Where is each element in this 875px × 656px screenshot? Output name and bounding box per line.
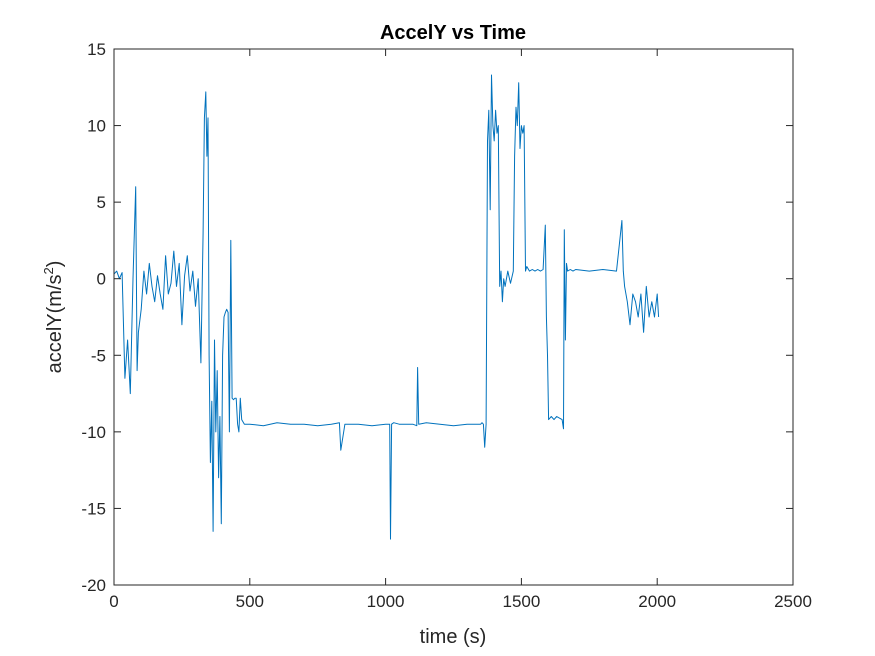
series-layer [113,74,660,540]
plot-area [114,49,793,585]
series-line [113,74,660,540]
x-tick-label: 0 [109,592,118,611]
x-tick-label: 1500 [502,592,540,611]
y-tick-label: -15 [81,499,106,518]
y-tick-label: 5 [97,193,106,212]
y-tick-label: 15 [87,40,106,59]
x-axis-label: time (s) [420,626,487,648]
y-tick-label: 0 [97,270,106,289]
y-axis-label-close: ) [44,261,66,268]
tick-layer: 0 500 1000 1500 2000 2500 -20 -15 -10 -5 0 5 10 15 [81,40,811,611]
x-tick-label: 2500 [774,592,812,611]
y-axis-label: accelY(m/s2) [41,261,66,374]
axes-box [113,48,794,586]
y-axis-label-main: accelY(m/s [44,275,66,374]
y-tick-label: -5 [91,346,106,365]
y-axis-label-sup: 2 [41,267,56,274]
chart-title: AccelY vs Time [380,22,526,44]
y-tick-label: 10 [87,117,106,136]
x-tick-label: 2000 [638,592,676,611]
x-tick-label: 1000 [367,592,405,611]
y-tick-label: -10 [81,423,106,442]
y-tick-label: -20 [81,576,106,595]
x-tick-label: 500 [236,592,264,611]
